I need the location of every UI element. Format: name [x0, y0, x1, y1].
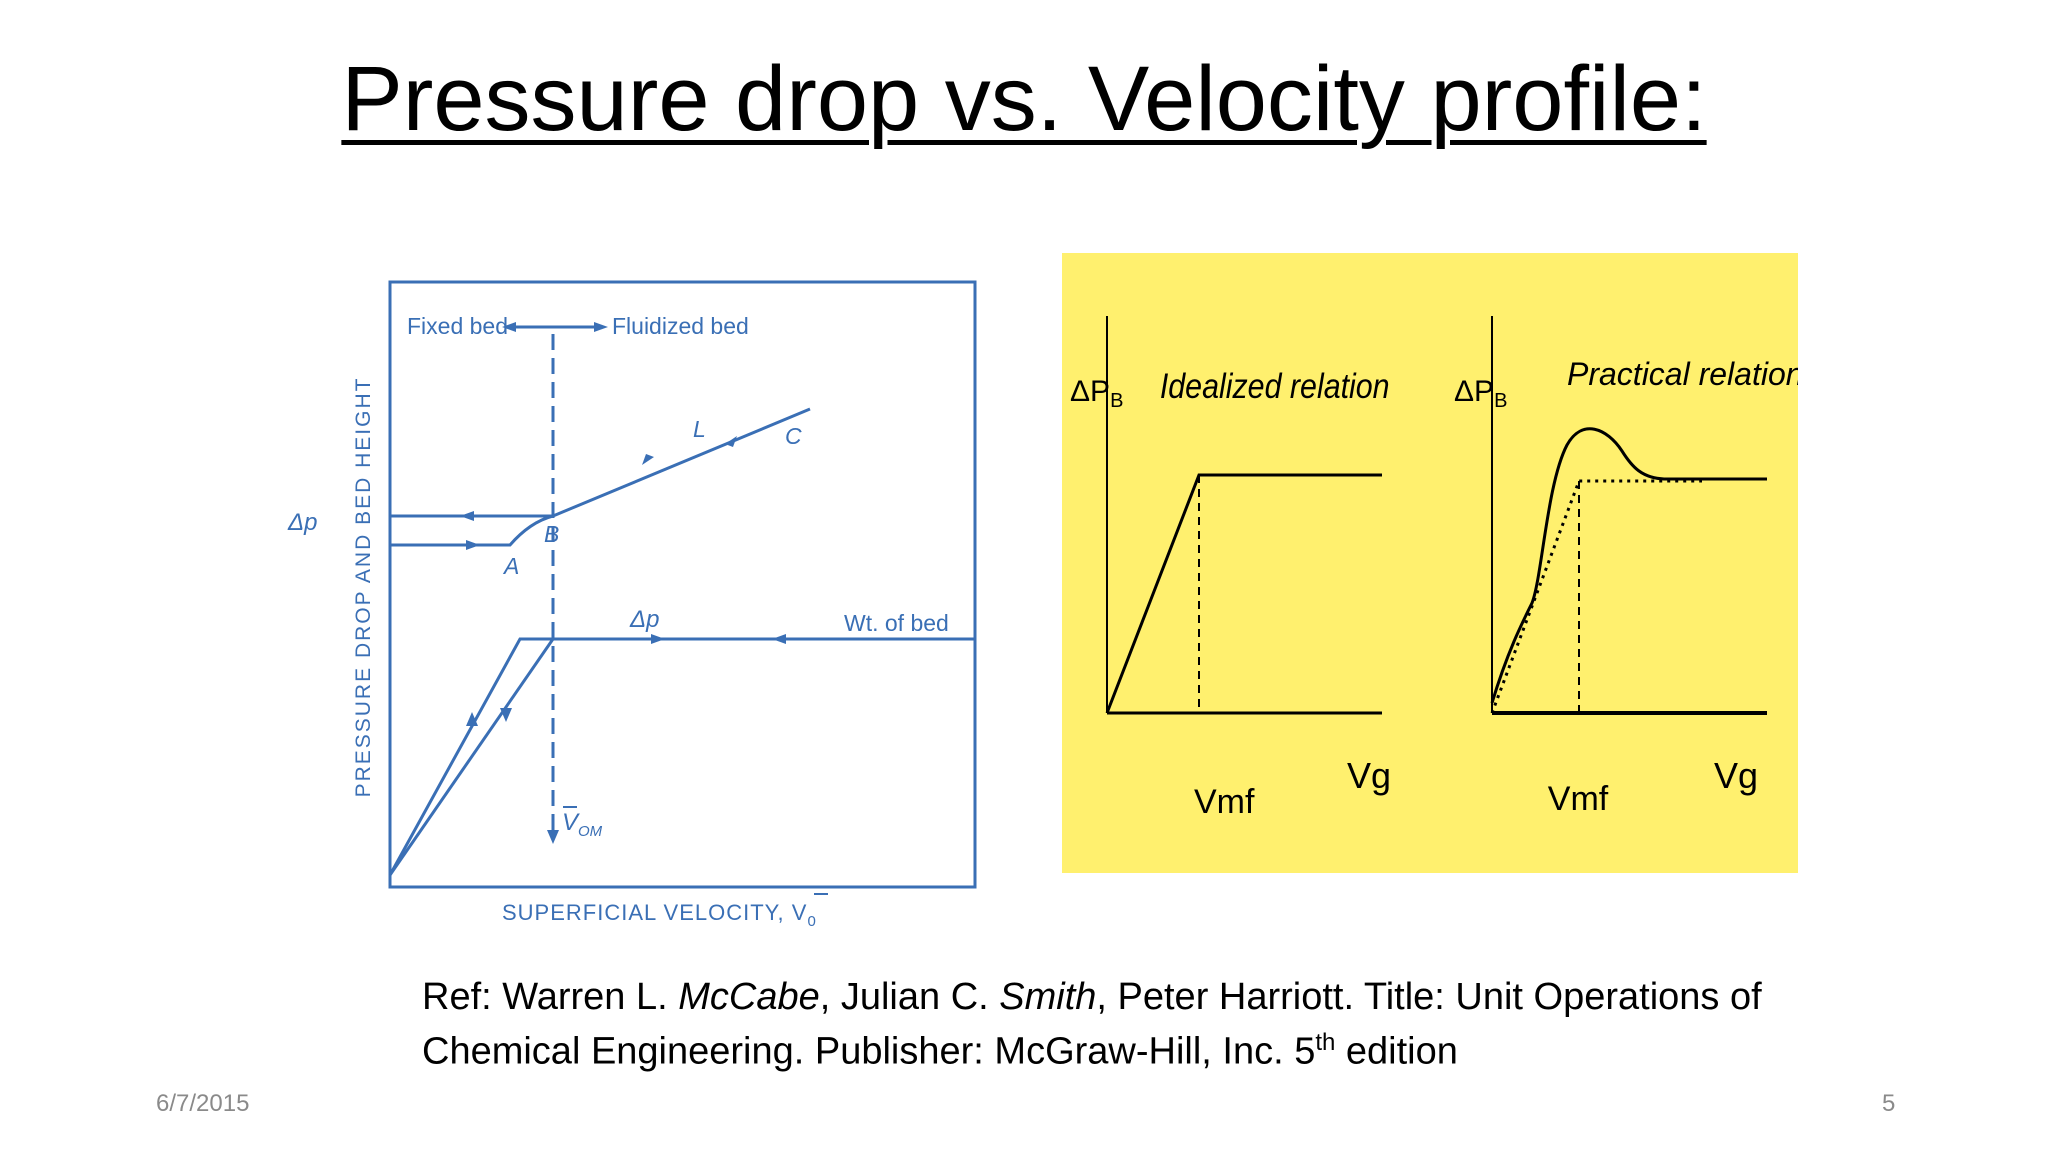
arrow-right-icon — [594, 322, 608, 332]
idealized-vg-label: Vg — [1347, 755, 1391, 796]
pressure-drop-increasing-curve — [388, 637, 880, 876]
point-c-label: C — [785, 423, 802, 449]
practical-y-label: ΔPB — [1454, 375, 1507, 412]
author1-surname: McCabe — [678, 976, 820, 1018]
yellow-background — [1062, 253, 1798, 873]
idealized-panel — [1105, 316, 1382, 715]
arrow-down-left-icon — [725, 436, 737, 447]
bed-expansion-line — [552, 407, 811, 518]
bed-height-increasing-curve — [390, 514, 554, 547]
practical-title: Practical relation — [1567, 356, 1798, 392]
reference-citation: Ref: Warren L. McCabe, Julian C. Smith, … — [422, 976, 1762, 1073]
point-b-label: B — [544, 521, 559, 547]
fluidization-diagram: PRESSURE DROP AND BED HEIGHT Δp Fixed be… — [287, 280, 977, 930]
idealized-practical-figure: ΔPB Idealized relation Vg Vmf ΔPB Practi… — [1062, 253, 1798, 873]
slide-page-number: 5 — [1882, 1090, 1896, 1117]
edition-superscript: th — [1315, 1029, 1336, 1056]
y-axis-label: PRESSURE DROP AND BED HEIGHT — [352, 377, 375, 798]
arrow-up-right-icon — [642, 454, 654, 465]
point-a-label: A — [502, 553, 519, 579]
pressure-drop-decreasing-curve — [388, 638, 555, 876]
arrow-left-icon — [460, 511, 474, 521]
idealized-title: Idealized relation — [1160, 366, 1390, 406]
arrow-down-icon — [500, 708, 512, 722]
diagram-frame — [388, 280, 977, 889]
practical-vmf-label: Vmf — [1548, 780, 1609, 818]
arrow-up-icon — [466, 712, 478, 726]
vom-label: VOM — [562, 809, 603, 840]
practical-vg-label: Vg — [1714, 755, 1758, 796]
x-axis-label: SUPERFICIAL VELOCITY, V0 — [502, 900, 817, 930]
dp-curve-label: Δp — [629, 606, 659, 633]
fixed-bed-label: Fixed bed — [407, 313, 508, 339]
weight-of-bed-label: Wt. of bed — [844, 610, 949, 636]
arrow-left-icon — [502, 322, 516, 332]
practical-panel — [1490, 316, 1767, 715]
idealized-reference-dotted — [1490, 479, 1702, 714]
author2-surname: Smith — [999, 976, 1097, 1018]
slide-title: Pressure drop vs. Velocity profile: — [341, 48, 1707, 150]
arrow-left-icon — [772, 634, 786, 644]
idealized-y-label: ΔPB — [1070, 375, 1123, 412]
idealized-vmf-label: Vmf — [1194, 783, 1255, 821]
practical-curve — [1490, 427, 1767, 704]
arrow-down-icon — [547, 830, 559, 844]
line-l-label: L — [693, 416, 706, 442]
dp-axis-label: Δp — [287, 509, 317, 536]
slide-date: 6/7/2015 — [156, 1090, 250, 1117]
arrow-right-icon — [651, 634, 665, 644]
arrow-right-icon — [466, 540, 480, 550]
fluidized-bed-label: Fluidized bed — [612, 313, 749, 339]
